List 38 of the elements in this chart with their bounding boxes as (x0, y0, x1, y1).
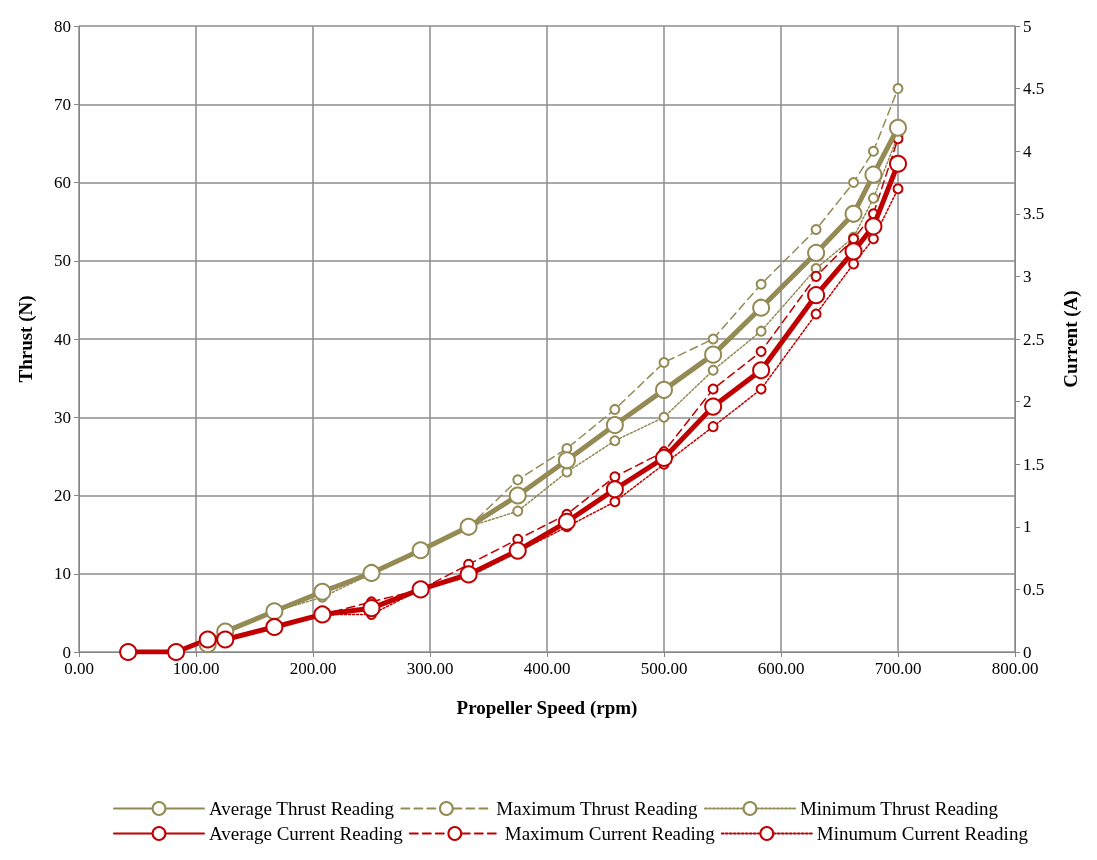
x-tick-label: 0.00 (64, 659, 94, 678)
y2-tick-label: 1.5 (1023, 454, 1045, 474)
x-tick-label: 100.00 (172, 659, 220, 678)
x-tick-label: 700.00 (874, 659, 922, 678)
x-tick-label: 300.00 (406, 659, 454, 678)
y2-tick-label: 5 (1023, 16, 1032, 36)
legend-label: Minimum Thrust Reading (799, 798, 999, 819)
y-tick-label: 80 (54, 16, 71, 36)
y-tick-label: 20 (54, 486, 71, 505)
legend-label: Minumum Current Reading (816, 823, 1029, 844)
x-tick-label: 800.00 (991, 659, 1039, 678)
y2-tick-label: 3.5 (1023, 204, 1045, 224)
y2-axis-title: Current (A) (1060, 290, 1082, 388)
x-tick-label: 200.00 (289, 659, 337, 678)
y2-tick-label: 1 (1023, 517, 1032, 537)
y-tick-label: 70 (54, 94, 71, 114)
x-axis-title: Propeller Speed (rpm) (456, 697, 638, 719)
x-tick-label: 400.00 (523, 659, 571, 678)
y-tick-label: 60 (54, 173, 71, 192)
legend-label: Maximum Thrust Reading (496, 798, 699, 819)
legend-label: Average Current Reading (209, 823, 404, 844)
y-tick-label: 50 (54, 251, 71, 271)
y-axis-title: Thrust (N) (15, 295, 37, 383)
y2-tick-label: 0 (1023, 642, 1032, 662)
x-tick-label: 500.00 (640, 659, 688, 678)
y-tick-label: 40 (54, 329, 71, 349)
legend-label: Maximum Current Reading (504, 823, 716, 844)
y2-tick-label: 4.5 (1023, 79, 1045, 99)
y2-tick-label: 0.5 (1023, 579, 1045, 599)
y2-tick-label: 2.5 (1023, 329, 1045, 349)
x-tick-label: 600.00 (757, 659, 805, 678)
y-tick-label: 0 (62, 642, 71, 662)
y-tick-label: 10 (54, 564, 71, 584)
y-tick-label: 30 (54, 407, 71, 427)
y2-tick-label: 2 (1023, 392, 1032, 412)
y2-tick-label: 3 (1023, 266, 1032, 286)
legend-label: Average Thrust Reading (209, 798, 395, 819)
y2-tick-label: 4 (1023, 141, 1032, 161)
